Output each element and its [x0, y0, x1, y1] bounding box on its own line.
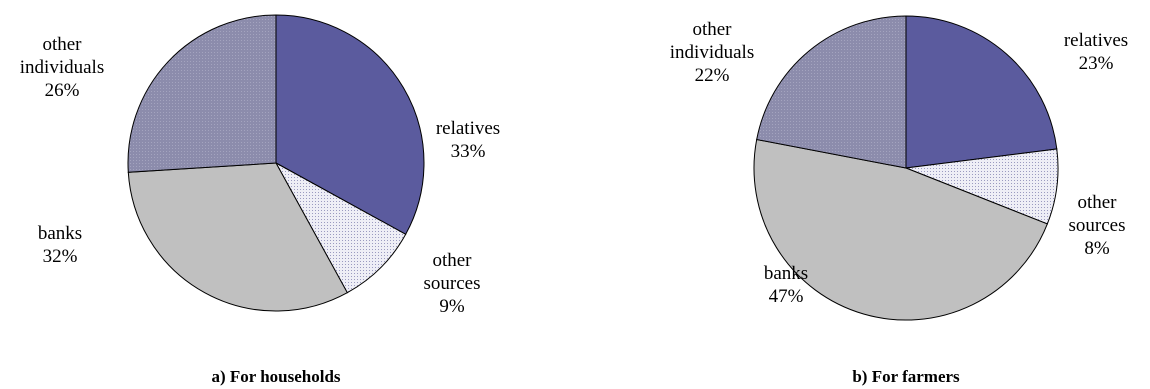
households-value-banks: 32%	[43, 246, 78, 267]
farmers-slice-other-individuals	[756, 15, 907, 169]
households-value-relatives: 33%	[451, 141, 486, 162]
farmers-label-other-sources: other sources 8%	[1069, 192, 1126, 259]
households-name-banks: banks	[38, 223, 82, 244]
households-value-other-sources: 9%	[439, 296, 465, 317]
households-pie: relatives 33%other sources 9%banks 32%other i…	[20, 14, 500, 317]
households-slice-relatives	[275, 14, 425, 235]
households-value-other-individuals: 26%	[45, 80, 80, 101]
farmers-label-banks: banks 47%	[764, 263, 808, 307]
farmers-label-other-individuals: other individuals 22%	[670, 19, 754, 86]
households-name-other-sources: sources	[424, 273, 481, 294]
households-name-other-individuals: individuals	[20, 57, 104, 78]
farmers-pie: relatives 23%other sources 8%banks 47%other i…	[670, 15, 1128, 321]
farmers-slice-relatives	[905, 15, 1058, 169]
households-slice-other-sources	[274, 161, 407, 294]
farmers-slice-banks	[753, 138, 1048, 321]
farmers-name-relatives: relatives	[1064, 30, 1128, 51]
households-name-other-sources: other	[432, 250, 472, 271]
farmers-value-banks: 47%	[769, 286, 804, 307]
households-label-banks: banks 32%	[38, 223, 82, 267]
farmers-name-other-sources: other	[1077, 192, 1117, 213]
farmers-label-relatives: relatives 23%	[1064, 30, 1128, 74]
farmers-value-other-sources: 8%	[1084, 238, 1110, 259]
households-name-relatives: relatives	[436, 118, 500, 139]
farmers-name-other-individuals: other	[692, 19, 732, 40]
households-slice-banks	[127, 162, 348, 312]
households-name-other-individuals: other	[42, 34, 82, 55]
farmers-value-other-individuals: 22%	[695, 65, 730, 86]
households-slice-other-individuals	[127, 14, 277, 173]
farmers-caption: b) For farmers	[852, 367, 960, 386]
households-caption: a) For households	[211, 367, 340, 386]
farmers-name-other-sources: sources	[1069, 215, 1126, 236]
households-label-other-individuals: other individuals 26%	[20, 34, 104, 101]
farmers-name-other-individuals: individuals	[670, 42, 754, 63]
households-label-other-sources: other sources 9%	[424, 250, 481, 317]
households-label-relatives: relatives 33%	[436, 118, 500, 162]
farmers-name-banks: banks	[764, 263, 808, 284]
farmers-value-relatives: 23%	[1079, 53, 1114, 74]
